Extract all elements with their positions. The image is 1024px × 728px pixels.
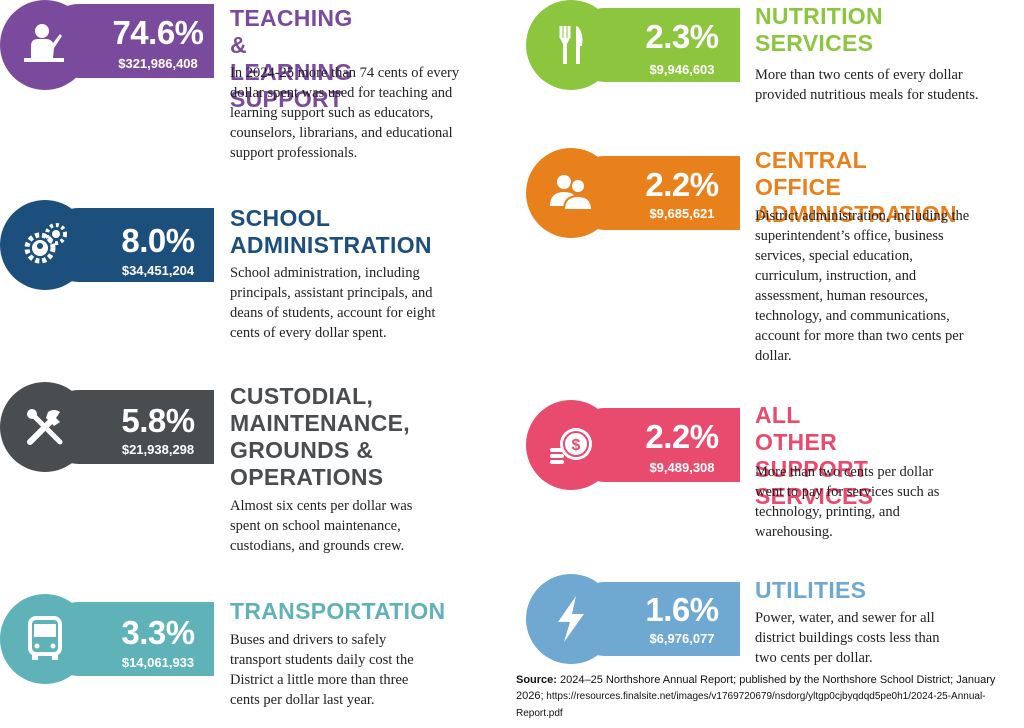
percent-value: 5.8% <box>121 402 195 439</box>
source-citation: Source: 2024–25 Northshore Annual Report… <box>516 672 1021 722</box>
people-icon <box>526 148 616 238</box>
amount-value: $21,938,298 <box>121 442 195 457</box>
category-description: More than two cents per dollar went to p… <box>755 464 940 540</box>
amount-value: $6,976,077 <box>649 631 715 646</box>
amount-value: $9,946,603 <box>649 62 715 77</box>
source-label: Source: <box>516 674 557 686</box>
lightning-icon <box>526 574 616 664</box>
percent-value: 3.3% <box>121 614 195 651</box>
gears-icon <box>0 200 90 290</box>
amount-value: $34,451,204 <box>121 263 195 278</box>
category-title: TEACHING & LEARNING SUPPORT <box>230 5 353 112</box>
teacher-icon <box>0 0 90 90</box>
category-title: CENTRAL OFFICE ADMINISTRATION <box>755 147 957 227</box>
percent-value: 2.2% <box>645 418 719 455</box>
category-title: TRANSPORTATION <box>230 598 446 624</box>
category-description: More than two cents of every dollar prov… <box>755 67 979 103</box>
svg-text:$: $ <box>572 437 581 454</box>
coins-icon: $ <box>526 400 616 490</box>
category-description: Power, water, and sewer for all district… <box>755 610 940 666</box>
category-description: Buses and drivers to safely transport st… <box>230 632 414 708</box>
tools-icon <box>0 382 90 472</box>
category-description: In 2024-25 more than 74 cents of every d… <box>230 65 460 161</box>
percent-value: 74.6% <box>112 14 204 51</box>
category-title: CUSTODIAL, MAINTENANCE, GROUNDS & OPERAT… <box>230 383 410 490</box>
source-text: 2024–25 Northshore Annual Report; publis… <box>516 674 996 702</box>
category-description: District administration, including the s… <box>755 208 970 364</box>
amount-value: $9,489,308 <box>649 460 715 475</box>
fork-knife-icon <box>526 0 616 90</box>
category-title: SCHOOL ADMINISTRATION <box>230 205 432 258</box>
amount-value: $9,685,621 <box>649 206 715 221</box>
amount-value: $321,986,408 <box>118 56 198 71</box>
percent-value: 8.0% <box>121 222 195 259</box>
category-title: NUTRITION SERVICES <box>755 3 883 56</box>
category-title: ALL OTHER SUPPORT SERVICES <box>755 402 874 509</box>
percent-value: 1.6% <box>645 591 719 628</box>
source-url[interactable]: https://resources.finalsite.net/images/v… <box>516 691 986 719</box>
percent-value: 2.2% <box>645 166 719 203</box>
percent-value: 2.3% <box>645 18 719 55</box>
amount-value: $14,061,933 <box>121 655 195 670</box>
category-description: Almost six cents per dollar was spent on… <box>230 498 413 554</box>
category-title: UTILITIES <box>755 577 867 603</box>
bus-icon <box>0 594 90 684</box>
category-description: School administration, including princip… <box>230 265 436 341</box>
